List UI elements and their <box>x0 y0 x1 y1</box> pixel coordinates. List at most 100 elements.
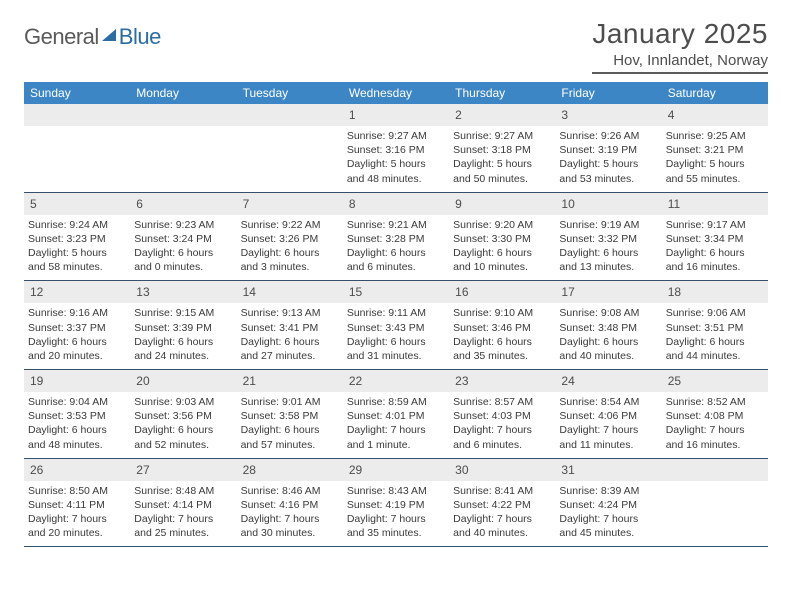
day-number: 11 <box>668 197 680 211</box>
day-info: Sunrise: 9:10 AMSunset: 3:46 PMDaylight:… <box>453 306 551 363</box>
week-row: 12Sunrise: 9:16 AMSunset: 3:37 PMDayligh… <box>24 281 768 370</box>
sunset-text: Sunset: 3:32 PM <box>559 232 657 246</box>
sunrise-text: Sunrise: 9:16 AM <box>28 306 126 320</box>
day-info: Sunrise: 8:48 AMSunset: 4:14 PMDaylight:… <box>134 484 232 541</box>
daylight-text: Daylight: 7 hours and 35 minutes. <box>347 512 445 540</box>
day-info: Sunrise: 9:27 AMSunset: 3:18 PMDaylight:… <box>453 129 551 186</box>
day-number-bar: 7 <box>237 193 343 215</box>
day-number: 20 <box>136 374 149 388</box>
day-number: 15 <box>349 285 362 299</box>
day-number: 3 <box>561 108 568 122</box>
day-number: 14 <box>243 285 256 299</box>
sunrise-text: Sunrise: 8:48 AM <box>134 484 232 498</box>
header: General Blue January 2025 Hov, Innlandet… <box>24 18 768 74</box>
sunset-text: Sunset: 4:24 PM <box>559 498 657 512</box>
sunrise-text: Sunrise: 8:59 AM <box>347 395 445 409</box>
sunset-text: Sunset: 4:14 PM <box>134 498 232 512</box>
day-number: 25 <box>668 374 681 388</box>
day-info: Sunrise: 8:41 AMSunset: 4:22 PMDaylight:… <box>453 484 551 541</box>
day-cell: 5Sunrise: 9:24 AMSunset: 3:23 PMDaylight… <box>24 193 130 281</box>
day-info: Sunrise: 8:52 AMSunset: 4:08 PMDaylight:… <box>666 395 764 452</box>
day-number-bar: 30 <box>449 459 555 481</box>
day-of-week: Saturday <box>662 82 768 104</box>
daylight-text: Daylight: 6 hours and 48 minutes. <box>28 423 126 451</box>
calendar: SundayMondayTuesdayWednesdayThursdayFrid… <box>24 82 768 547</box>
day-number <box>668 463 671 477</box>
day-cell: 2Sunrise: 9:27 AMSunset: 3:18 PMDaylight… <box>449 104 555 192</box>
day-cell: 29 Sunrise: 8:43 AMSunset: 4:19 PMDayligh… <box>343 459 449 547</box>
day-info: Sunrise: 9:17 AMSunset: 3:34 PMDaylight:… <box>666 218 764 275</box>
day-number: 26 <box>30 463 43 477</box>
day-number-bar: 15 <box>343 281 449 303</box>
day-cell: 11 Sunrise: 9:17 AMSunset: 3:34 PMDayligh… <box>662 193 768 281</box>
sunset-text: Sunset: 3:53 PM <box>28 409 126 423</box>
day-number-bar <box>237 104 343 126</box>
day-number-bar: 9 <box>449 193 555 215</box>
day-cell: 12Sunrise: 9:16 AMSunset: 3:37 PMDayligh… <box>24 281 130 369</box>
day-info: Sunrise: 9:13 AMSunset: 3:41 PMDaylight:… <box>241 306 339 363</box>
sunrise-text: Sunrise: 9:27 AM <box>347 129 445 143</box>
daylight-text: Daylight: 6 hours and 27 minutes. <box>241 335 339 363</box>
day-cell <box>237 104 343 192</box>
sunrise-text: Sunrise: 8:54 AM <box>559 395 657 409</box>
day-number-bar: 19 <box>24 370 130 392</box>
day-cell: 20 Sunrise: 9:03 AMSunset: 3:56 PMDayligh… <box>130 370 236 458</box>
sunrise-text: Sunrise: 9:06 AM <box>666 306 764 320</box>
sunset-text: Sunset: 3:26 PM <box>241 232 339 246</box>
sunset-text: Sunset: 4:22 PM <box>453 498 551 512</box>
daylight-text: Daylight: 7 hours and 30 minutes. <box>241 512 339 540</box>
week-row: 1Sunrise: 9:27 AMSunset: 3:16 PMDaylight… <box>24 104 768 193</box>
day-number-bar: 5 <box>24 193 130 215</box>
day-cell: 13Sunrise: 9:15 AMSunset: 3:39 PMDayligh… <box>130 281 236 369</box>
day-number: 4 <box>668 108 675 122</box>
sunset-text: Sunset: 3:16 PM <box>347 143 445 157</box>
day-cell: 28Sunrise: 8:46 AMSunset: 4:16 PMDayligh… <box>237 459 343 547</box>
weeks-container: 1Sunrise: 9:27 AMSunset: 3:16 PMDaylight… <box>24 104 768 547</box>
day-cell: 16Sunrise: 9:10 AMSunset: 3:46 PMDayligh… <box>449 281 555 369</box>
day-info: Sunrise: 8:39 AMSunset: 4:24 PMDaylight:… <box>559 484 657 541</box>
sunset-text: Sunset: 3:23 PM <box>28 232 126 246</box>
day-number-bar: 21 <box>237 370 343 392</box>
week-row: 5Sunrise: 9:24 AMSunset: 3:23 PMDaylight… <box>24 193 768 282</box>
day-info: Sunrise: 9:22 AMSunset: 3:26 PMDaylight:… <box>241 218 339 275</box>
day-cell: 23Sunrise: 8:57 AMSunset: 4:03 PMDayligh… <box>449 370 555 458</box>
day-number-bar <box>662 459 768 481</box>
day-number-bar: 26 <box>24 459 130 481</box>
day-number: 22 <box>349 374 362 388</box>
day-number <box>30 108 33 122</box>
day-number-bar: 20 <box>130 370 236 392</box>
sunrise-text: Sunrise: 9:25 AM <box>666 129 764 143</box>
sunrise-text: Sunrise: 9:27 AM <box>453 129 551 143</box>
day-info: Sunrise: 9:03 AMSunset: 3:56 PMDaylight:… <box>134 395 232 452</box>
day-number <box>136 108 139 122</box>
daylight-text: Daylight: 6 hours and 35 minutes. <box>453 335 551 363</box>
day-number: 5 <box>30 197 37 211</box>
day-number: 29 <box>349 463 362 477</box>
daylight-text: Daylight: 7 hours and 45 minutes. <box>559 512 657 540</box>
daylight-text: Daylight: 6 hours and 16 minutes. <box>666 246 764 274</box>
day-number: 19 <box>30 374 43 388</box>
day-info: Sunrise: 9:27 AMSunset: 3:16 PMDaylight:… <box>347 129 445 186</box>
day-number-bar: 27 <box>130 459 236 481</box>
day-cell <box>662 459 768 547</box>
month-title: January 2025 <box>592 18 768 50</box>
day-number: 21 <box>243 374 256 388</box>
day-number: 30 <box>455 463 468 477</box>
sunrise-text: Sunrise: 8:46 AM <box>241 484 339 498</box>
daylight-text: Daylight: 7 hours and 20 minutes. <box>28 512 126 540</box>
daylight-text: Daylight: 6 hours and 31 minutes. <box>347 335 445 363</box>
sunrise-text: Sunrise: 9:03 AM <box>134 395 232 409</box>
sunset-text: Sunset: 3:34 PM <box>666 232 764 246</box>
daylight-text: Daylight: 5 hours and 58 minutes. <box>28 246 126 274</box>
daylight-text: Daylight: 6 hours and 20 minutes. <box>28 335 126 363</box>
day-cell: 22Sunrise: 8:59 AMSunset: 4:01 PMDayligh… <box>343 370 449 458</box>
day-info: Sunrise: 9:26 AMSunset: 3:19 PMDaylight:… <box>559 129 657 186</box>
day-number: 10 <box>561 197 574 211</box>
day-info: Sunrise: 9:11 AMSunset: 3:43 PMDaylight:… <box>347 306 445 363</box>
day-number: 18 <box>668 285 681 299</box>
day-number: 13 <box>136 285 149 299</box>
day-number-bar: 23 <box>449 370 555 392</box>
sunset-text: Sunset: 3:24 PM <box>134 232 232 246</box>
sunset-text: Sunset: 3:41 PM <box>241 321 339 335</box>
day-info: Sunrise: 8:43 AMSunset: 4:19 PMDaylight:… <box>347 484 445 541</box>
